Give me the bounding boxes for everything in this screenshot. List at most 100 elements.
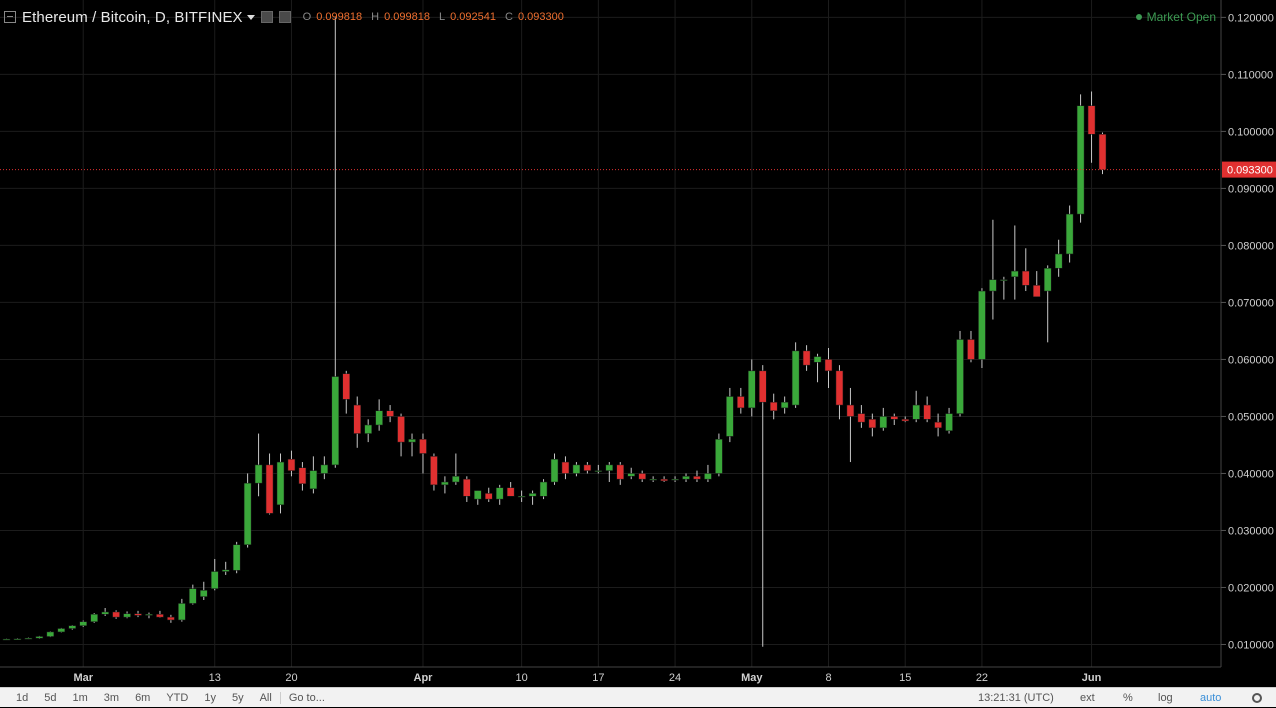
time-tick-label: 15 <box>899 672 911 684</box>
candle <box>1076 94 1085 223</box>
collapse-icon[interactable] <box>4 11 16 23</box>
candle <box>24 637 33 640</box>
gear-icon <box>1252 693 1262 703</box>
candle <box>1011 225 1019 300</box>
percent-button[interactable]: % <box>1123 692 1133 704</box>
candle <box>726 387 734 443</box>
candle <box>835 365 844 420</box>
candle <box>441 476 449 494</box>
candle-body <box>123 613 131 618</box>
candle <box>1087 91 1096 163</box>
candle <box>550 453 559 485</box>
candle <box>912 390 920 423</box>
candle-body <box>189 588 197 604</box>
time-tick-label: May <box>741 672 763 684</box>
candle-body <box>46 631 55 637</box>
candle-body <box>13 638 22 641</box>
candle-body <box>1065 213 1074 255</box>
candle-body <box>287 458 296 471</box>
range-5y-button[interactable]: 5y <box>231 692 244 704</box>
candle <box>210 558 219 591</box>
candle-body <box>1022 270 1030 286</box>
market-status-label: Market Open <box>1146 10 1216 24</box>
candle-body <box>572 464 581 474</box>
candle <box>2 638 11 641</box>
candle <box>254 433 263 497</box>
candle <box>715 433 723 477</box>
candle-body <box>243 482 252 545</box>
candle <box>758 365 767 647</box>
ohlc-close-key: C <box>504 11 513 23</box>
candle-body <box>737 396 745 409</box>
candle <box>298 462 307 491</box>
price-axis[interactable]: 0.010000 0.020000 0.030000 0.040000 0.050000… <box>1221 12 1274 651</box>
candle-body <box>112 611 120 618</box>
candle-body <box>1032 285 1041 297</box>
candle-body <box>353 404 361 434</box>
chart-grid <box>0 0 1221 667</box>
range-6m-button[interactable]: 6m <box>135 692 151 704</box>
chevron-down-icon[interactable] <box>246 14 255 20</box>
range-1y-button[interactable]: 1y <box>204 692 216 704</box>
range-1d-button[interactable]: 1d <box>16 692 29 704</box>
candle <box>68 625 77 630</box>
range-3m-button[interactable]: 3m <box>103 692 120 704</box>
goto-button[interactable]: Go to... <box>288 692 325 704</box>
range-1m-button[interactable]: 1m <box>72 692 88 704</box>
time-axis[interactable]: Mar 13 20 Apr 10 17 24 May 8 15 22 Jun <box>73 672 1101 684</box>
candle <box>474 490 482 505</box>
ext-button[interactable]: ext <box>1080 692 1095 704</box>
candle-body <box>879 416 888 429</box>
candle-body <box>649 478 657 481</box>
candle <box>868 413 877 437</box>
candle-body <box>956 339 964 414</box>
candle <box>430 453 438 491</box>
ohlc-low-key: L <box>438 11 446 23</box>
candle <box>419 433 427 474</box>
candle <box>528 490 537 505</box>
auto-button[interactable]: auto <box>1200 692 1222 704</box>
candle-body <box>419 439 427 454</box>
range-all-button[interactable]: All <box>259 692 272 704</box>
price-tick-label: 0.080000 <box>1228 240 1274 252</box>
candle-body <box>835 370 844 406</box>
range-ytd-button[interactable]: YTD <box>166 692 189 704</box>
last-price-badge <box>1222 161 1276 178</box>
candle <box>90 613 98 623</box>
candle-body <box>791 350 800 406</box>
candle-body <box>868 419 877 429</box>
candle-body <box>210 571 219 589</box>
candle-body <box>232 544 241 571</box>
candle-body <box>780 401 789 409</box>
price-tick-label: 0.040000 <box>1228 468 1274 480</box>
candle-body <box>769 401 778 411</box>
candle <box>539 479 548 500</box>
candle-body <box>452 476 460 483</box>
eye-icon[interactable] <box>260 11 273 23</box>
candle-body <box>539 481 548 497</box>
divider <box>279 692 281 704</box>
candle <box>791 342 800 408</box>
candle <box>189 584 197 605</box>
log-button[interactable]: log <box>1158 692 1173 704</box>
candle-body <box>309 470 318 490</box>
candle <box>134 610 142 618</box>
settings-icon[interactable] <box>278 11 291 23</box>
candle <box>13 638 22 641</box>
symbol-title[interactable]: Ethereum / Bitcoin, D, BITFINEX <box>22 8 243 26</box>
candle <box>167 614 175 623</box>
candlestick-chart[interactable]: 0.010000 0.020000 0.030000 0.040000 0.050000… <box>0 0 1276 687</box>
market-status: Market Open <box>1135 10 1216 24</box>
candle <box>989 219 997 320</box>
candle <box>1022 248 1030 292</box>
price-tick-label: 0.090000 <box>1228 183 1274 195</box>
candle <box>495 484 504 505</box>
candle <box>221 561 230 575</box>
candle <box>813 353 822 383</box>
time-tick-label: 17 <box>592 672 604 684</box>
price-tick-label: 0.010000 <box>1228 639 1274 651</box>
candle <box>232 541 241 574</box>
range-5d-button[interactable]: 5d <box>44 692 57 704</box>
settings-gear-button[interactable] <box>1252 688 1262 708</box>
candle <box>517 490 526 502</box>
